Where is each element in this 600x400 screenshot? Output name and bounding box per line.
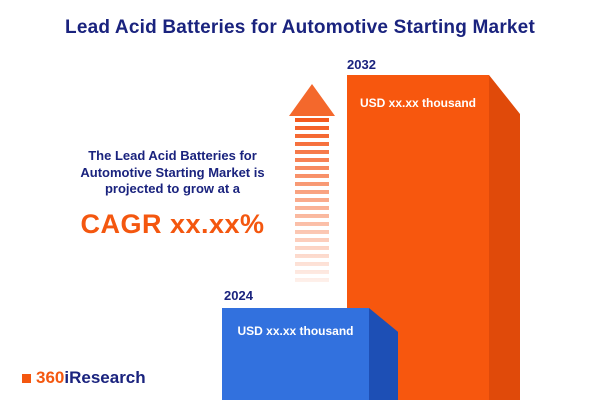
annotation-line-3: projected to grow at a [104,181,241,197]
chart-title: Lead Acid Batteries for Automotive Start… [65,17,535,38]
bar-2024 [222,308,369,400]
bar-2032-value-label: USD xx.xx thousand [359,96,477,110]
logo-number: 360 [36,368,65,387]
growth-arrow-icon [289,84,335,116]
bar-2024-value-label: USD xx.xx thousand [237,324,354,338]
growth-arrow-dashed-shaft [295,118,329,284]
logo-square-icon [22,374,31,383]
brand-logo: 360 iResearch [22,369,146,386]
annotation-line-1: The Lead Acid Batteries for [88,148,257,163]
annotation-block: The Lead Acid Batteries for Automotive S… [30,148,315,241]
annotation-line-2: Automotive Starting Market is [80,164,265,180]
logo-name: iResearch [64,368,146,387]
bar-2032-side-face [489,75,520,400]
bar-2032-year-label: 2032 [347,57,376,72]
cagr-text: CAGR xx.xx% [80,208,265,239]
bar-2024-year-label: 2024 [224,288,253,303]
